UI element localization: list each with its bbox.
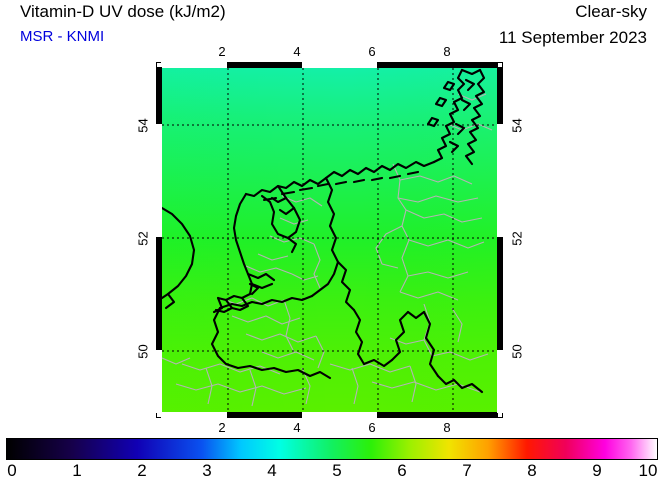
colorbar-tick-0: 0 <box>7 461 17 480</box>
page-title: Vitamin-D UV dose (kJ/m2) <box>20 2 226 21</box>
axis-label-right-1: 52 <box>509 231 525 246</box>
axis-label-right-2: 50 <box>509 344 525 359</box>
colorbar-tick-9: 9 <box>592 461 602 480</box>
axis-tick-band-top <box>161 62 498 68</box>
regional-boundaries <box>162 93 493 407</box>
colorbar-gradient <box>6 438 658 460</box>
sky-condition-label: Clear-sky <box>575 2 647 21</box>
colorbar-tick-1: 1 <box>72 461 82 480</box>
axis-label-top-2: 6 <box>368 44 376 59</box>
axis-label-left-2: 50 <box>135 344 151 359</box>
axis-label-top-3: 8 <box>443 44 451 59</box>
uv-dose-map <box>156 62 503 418</box>
colorbar-tick-8: 8 <box>527 461 537 480</box>
axis-tick-band-left <box>156 67 162 413</box>
colorbar-tick-4: 4 <box>267 461 277 480</box>
axis-label-top-0: 2 <box>218 44 226 59</box>
map-gridlines <box>162 68 497 412</box>
colorbar-tick-7: 7 <box>462 461 472 480</box>
data-source-label: MSR - KNMI <box>20 28 105 45</box>
colorbar-tick-6: 6 <box>397 461 407 480</box>
axis-label-left-1: 52 <box>135 231 151 246</box>
map-coastlines-and-borders <box>162 68 493 407</box>
axis-label-bottom-2: 6 <box>368 420 376 435</box>
axis-tick-band-bottom <box>161 412 498 418</box>
colorbar-tick-2: 2 <box>137 461 147 480</box>
axis-label-bottom-1: 4 <box>293 420 301 435</box>
colorbar-tick-5: 5 <box>332 461 342 480</box>
axis-label-left-0: 54 <box>135 118 151 133</box>
colorbar-tick-3: 3 <box>202 461 212 480</box>
colorbar <box>6 438 658 460</box>
map-data-field <box>162 68 497 412</box>
coastlines <box>162 68 486 394</box>
axis-tick-band-right <box>497 67 503 413</box>
axis-label-bottom-3: 8 <box>443 420 451 435</box>
date-label: 11 September 2023 <box>498 28 647 47</box>
axis-label-right-0: 54 <box>509 118 525 133</box>
axis-label-bottom-0: 2 <box>218 420 226 435</box>
colorbar-tick-10: 10 <box>638 461 658 480</box>
axis-label-top-1: 4 <box>293 44 301 59</box>
